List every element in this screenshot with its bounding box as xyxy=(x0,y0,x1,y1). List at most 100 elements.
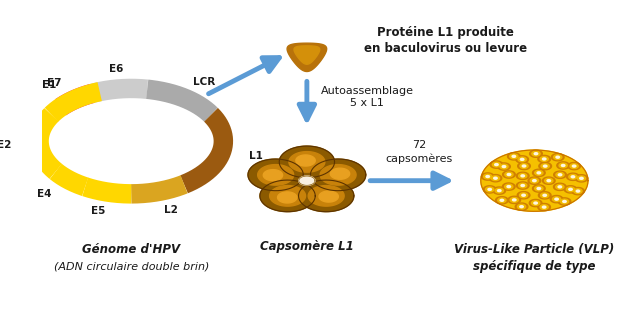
Text: Autoassemblage: Autoassemblage xyxy=(321,86,414,96)
Polygon shape xyxy=(483,186,496,193)
Polygon shape xyxy=(545,178,553,183)
Polygon shape xyxy=(498,198,506,203)
Polygon shape xyxy=(481,150,588,211)
Polygon shape xyxy=(512,155,515,157)
Polygon shape xyxy=(330,168,350,179)
Text: Capsomère L1: Capsomère L1 xyxy=(260,240,354,253)
Polygon shape xyxy=(534,153,538,155)
Text: spécifique de type: spécifique de type xyxy=(473,260,595,273)
Polygon shape xyxy=(484,174,492,179)
Polygon shape xyxy=(537,172,541,174)
Polygon shape xyxy=(571,176,575,178)
Text: capsomères: capsomères xyxy=(386,153,453,164)
Text: LCR: LCR xyxy=(193,77,215,86)
Text: E6: E6 xyxy=(108,64,123,74)
Polygon shape xyxy=(296,155,315,166)
Polygon shape xyxy=(577,176,585,181)
Polygon shape xyxy=(512,199,516,201)
Polygon shape xyxy=(491,176,500,181)
Polygon shape xyxy=(515,203,528,210)
Polygon shape xyxy=(270,186,306,206)
Polygon shape xyxy=(555,198,558,200)
Text: E7: E7 xyxy=(47,78,62,88)
Text: Génome d'HPV: Génome d'HPV xyxy=(82,243,180,256)
Polygon shape xyxy=(557,162,570,169)
Polygon shape xyxy=(522,194,525,196)
Polygon shape xyxy=(532,169,545,177)
Polygon shape xyxy=(537,188,541,190)
Polygon shape xyxy=(486,176,490,178)
Polygon shape xyxy=(503,183,515,190)
Polygon shape xyxy=(518,157,526,162)
Polygon shape xyxy=(498,163,510,170)
Polygon shape xyxy=(544,165,547,167)
Polygon shape xyxy=(505,172,513,177)
Polygon shape xyxy=(494,177,497,179)
Polygon shape xyxy=(486,187,494,192)
Polygon shape xyxy=(540,205,548,209)
Polygon shape xyxy=(488,188,491,190)
Polygon shape xyxy=(517,172,529,180)
Polygon shape xyxy=(522,165,526,167)
Polygon shape xyxy=(534,202,537,204)
Polygon shape xyxy=(535,171,543,175)
Polygon shape xyxy=(510,198,518,202)
Polygon shape xyxy=(263,170,283,181)
Polygon shape xyxy=(507,174,511,176)
Polygon shape xyxy=(299,176,315,185)
Polygon shape xyxy=(566,173,580,181)
Polygon shape xyxy=(556,185,564,189)
Polygon shape xyxy=(308,186,344,206)
Polygon shape xyxy=(495,163,498,165)
Polygon shape xyxy=(502,165,506,168)
Polygon shape xyxy=(520,193,528,198)
Polygon shape xyxy=(518,162,530,170)
Polygon shape xyxy=(278,192,297,203)
Polygon shape xyxy=(287,43,327,71)
Text: Virus-Like Particle (VLP): Virus-Like Particle (VLP) xyxy=(454,243,614,256)
Polygon shape xyxy=(518,174,527,178)
Polygon shape xyxy=(538,203,551,211)
Text: 72: 72 xyxy=(412,140,427,150)
Polygon shape xyxy=(553,197,561,201)
Polygon shape xyxy=(564,186,577,193)
Polygon shape xyxy=(320,164,356,185)
Polygon shape xyxy=(551,153,564,161)
Polygon shape xyxy=(490,161,503,168)
Polygon shape xyxy=(535,186,543,191)
Polygon shape xyxy=(569,188,572,190)
Polygon shape xyxy=(561,164,565,166)
Polygon shape xyxy=(539,192,551,199)
Polygon shape xyxy=(547,180,551,182)
Polygon shape xyxy=(542,206,546,208)
Text: L2: L2 xyxy=(164,205,178,215)
Polygon shape xyxy=(542,158,546,160)
Polygon shape xyxy=(520,206,524,208)
Polygon shape xyxy=(520,158,524,160)
Polygon shape xyxy=(508,196,520,204)
Polygon shape xyxy=(563,200,566,202)
Polygon shape xyxy=(543,194,546,196)
Polygon shape xyxy=(532,185,545,192)
Polygon shape xyxy=(541,164,549,169)
Polygon shape xyxy=(558,174,562,176)
Polygon shape xyxy=(558,186,561,188)
Polygon shape xyxy=(489,175,501,182)
Polygon shape xyxy=(541,193,549,198)
Polygon shape xyxy=(521,175,525,177)
Polygon shape xyxy=(530,178,539,183)
Polygon shape xyxy=(550,196,563,203)
Polygon shape xyxy=(554,171,566,178)
Polygon shape xyxy=(481,173,494,180)
Polygon shape xyxy=(573,165,576,167)
Text: E2: E2 xyxy=(0,140,11,150)
Text: Protéine L1 produite: Protéine L1 produite xyxy=(377,26,513,39)
Polygon shape xyxy=(532,180,536,182)
Polygon shape xyxy=(566,187,575,192)
Polygon shape xyxy=(289,152,325,172)
Polygon shape xyxy=(517,204,525,209)
Polygon shape xyxy=(507,186,510,188)
Polygon shape xyxy=(540,157,548,161)
Polygon shape xyxy=(517,192,530,199)
Polygon shape xyxy=(528,177,541,184)
